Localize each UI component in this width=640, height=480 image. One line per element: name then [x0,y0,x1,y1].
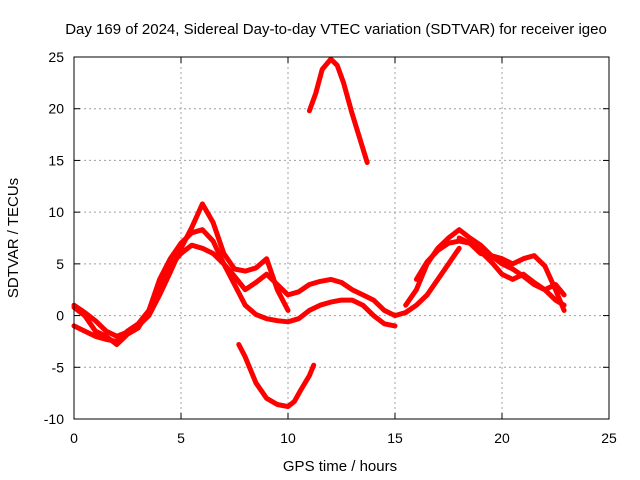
y-tick-label: -10 [44,411,64,427]
series-track-a [71,201,291,339]
x-tick-label: 20 [494,430,510,446]
data-series [71,56,567,410]
plot-frame [73,56,610,420]
x-tick-label: 5 [177,430,185,446]
y-tick-label: 10 [48,204,64,220]
series-track-h [456,235,567,308]
chart-title: Day 169 of 2024, Sidereal Day-to-day VTE… [65,21,607,38]
y-tick-label: -5 [52,359,65,375]
y-axis-label: SDTVAR / TECUs [5,178,22,298]
x-axis-ticks: 0 5 10 15 20 25 [70,57,617,446]
x-tick-label: 0 [70,430,78,446]
y-tick-label: 20 [48,101,64,117]
series-track-f [403,227,567,313]
y-tick-label: 25 [48,49,64,65]
x-axis-label: GPS time / hours [283,458,397,475]
x-tick-label: 15 [387,430,403,446]
y-tick-label: 15 [48,152,64,168]
y-axis-ticks: -10 -5 0 5 10 15 20 25 [44,49,609,427]
x-tick-label: 10 [280,430,296,446]
series-track-d [236,342,317,410]
series-track-e [306,56,370,165]
x-tick-label: 25 [601,430,617,446]
y-tick-label: 0 [56,308,64,324]
grid-lines [74,57,609,419]
series-track-c [71,242,462,344]
y-tick-label: 5 [56,256,64,272]
